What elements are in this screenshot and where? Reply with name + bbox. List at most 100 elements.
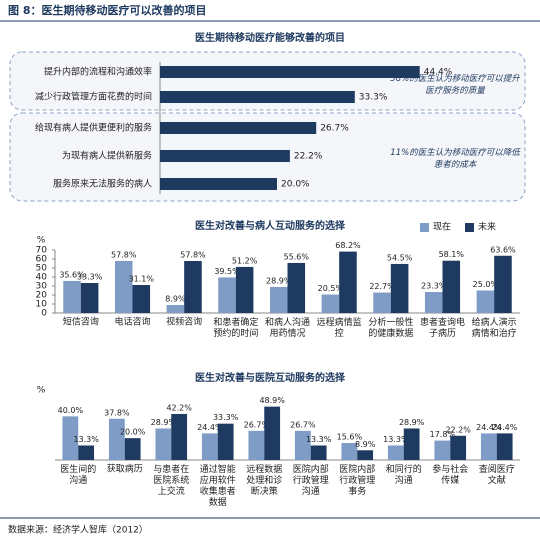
value-label: 55.6% — [284, 252, 310, 261]
bar — [62, 416, 79, 460]
y-tick-label: 20 — [36, 291, 48, 301]
bar — [442, 260, 461, 313]
bar — [424, 292, 443, 313]
bar — [78, 445, 95, 460]
value-label: 22.7% — [369, 282, 395, 291]
value-label: 33.3% — [77, 273, 103, 282]
bar — [341, 442, 358, 460]
value-label: 68.2% — [335, 241, 361, 250]
y-axis-label: % — [37, 236, 46, 246]
y-tick-label: 0 — [41, 309, 47, 319]
value-label: 25.0% — [473, 280, 499, 289]
value-label: 20.0% — [120, 428, 146, 437]
value-label: 13.3% — [383, 435, 409, 444]
value-label: 13.3% — [306, 435, 332, 444]
bar — [166, 304, 185, 313]
y-tick-label: 60 — [36, 255, 48, 265]
bar — [287, 262, 306, 313]
bar — [171, 413, 188, 460]
x-tick-label: 医院内部行政管理沟通 — [293, 463, 329, 497]
x-tick-label: 和患者确定预约的时间 — [213, 316, 258, 339]
value-label: 44.4% — [424, 68, 453, 78]
legend-swatch — [465, 223, 474, 232]
bar — [294, 430, 311, 460]
value-label: 24.4% — [476, 423, 502, 432]
x-tick-label: 电话咨询 — [114, 316, 150, 328]
value-label: 22.2% — [445, 425, 471, 434]
bar — [390, 263, 409, 313]
bar — [114, 260, 133, 313]
x-tick-label: 和同行的沟通 — [386, 463, 422, 486]
value-label: 35.6% — [59, 270, 85, 279]
annotation: 38%的医生认为移动医疗可以提升医疗服务的质量 — [390, 73, 521, 96]
chart-title: 医生期待移动医疗能够改善的项目 — [195, 31, 345, 44]
value-label: 51.2% — [232, 256, 258, 265]
value-label: 31.1% — [129, 275, 155, 284]
x-tick-label: 和病人沟通用药情况 — [265, 316, 310, 339]
bar — [155, 428, 172, 460]
x-tick-label: 视频咨询 — [166, 316, 202, 328]
x-tick-label: 远程病情监控 — [317, 316, 362, 339]
bar — [476, 290, 495, 313]
value-label: 20.5% — [318, 284, 344, 293]
x-tick-label: 参与社会传媒 — [432, 463, 468, 486]
value-label: 15.6% — [337, 432, 363, 441]
header-title: 图 8：医生期待移动医疗可以改善的项目 — [8, 3, 206, 17]
bar — [339, 251, 357, 313]
value-label: 28.9% — [399, 418, 425, 427]
bar — [373, 292, 391, 313]
bar — [217, 423, 234, 460]
bar — [160, 150, 290, 162]
value-label: 58.1% — [439, 250, 465, 259]
bar — [160, 91, 355, 103]
bar — [321, 294, 340, 313]
value-label: 42.2% — [166, 403, 192, 412]
value-label: 8.9% — [355, 440, 376, 449]
bar — [235, 266, 254, 313]
x-tick-label: 通过智能应用软件收集患者数据 — [200, 463, 236, 508]
x-tick-label: 与患者在医院系统上交流 — [153, 463, 189, 497]
bar — [108, 418, 125, 460]
x-tick-label: 患者查询电子病历 — [420, 316, 465, 339]
value-label: 33.3% — [213, 413, 239, 422]
value-label: 26.7% — [320, 124, 349, 134]
value-label: 20.0% — [281, 180, 310, 190]
value-label: 37.8% — [104, 408, 130, 417]
bar — [387, 445, 404, 460]
x-tick-label: 分析一般性的健康数据 — [368, 316, 413, 339]
bar — [269, 286, 288, 313]
x-tick-label: 医生间的沟通 — [60, 463, 96, 486]
x-tick-label: 远程数据处理和诊断决策 — [246, 463, 282, 497]
value-label: 57.8% — [111, 250, 137, 259]
bar — [494, 255, 512, 313]
bar — [357, 450, 374, 460]
x-tick-label: 查阅医疗文献 — [479, 463, 515, 486]
value-label: 8.9% — [165, 294, 186, 303]
y-axis-label: % — [37, 386, 46, 396]
bar — [160, 66, 420, 78]
legend-swatch — [420, 223, 429, 232]
value-label: 54.5% — [387, 253, 413, 262]
value-label: 40.0% — [58, 406, 84, 415]
value-label: 26.7% — [244, 420, 270, 429]
bar — [201, 433, 218, 460]
bar — [480, 433, 497, 460]
legend-label: 未来 — [478, 221, 496, 233]
legend-label: 现在 — [433, 221, 451, 233]
value-label: 57.8% — [180, 250, 206, 259]
value-label: 48.9% — [259, 396, 285, 405]
chart-title: 医生对改善与医院互动服务的选择 — [195, 371, 346, 384]
bar — [403, 428, 420, 460]
y-tick-label: 40 — [36, 273, 48, 283]
value-label: 63.6% — [490, 245, 516, 254]
bar — [248, 430, 265, 460]
value-label: 23.3% — [421, 282, 447, 291]
value-label: 39.5% — [214, 267, 240, 276]
bar — [160, 178, 277, 190]
x-tick-label: 短信咨询 — [63, 316, 99, 328]
value-label: 13.3% — [73, 435, 99, 444]
footer-source: 数据来源：经济学人智库（2012） — [8, 524, 148, 536]
bar — [310, 445, 327, 460]
value-label: 24.4% — [492, 423, 518, 432]
category-label: 服务原来无法服务的病人 — [53, 178, 152, 190]
